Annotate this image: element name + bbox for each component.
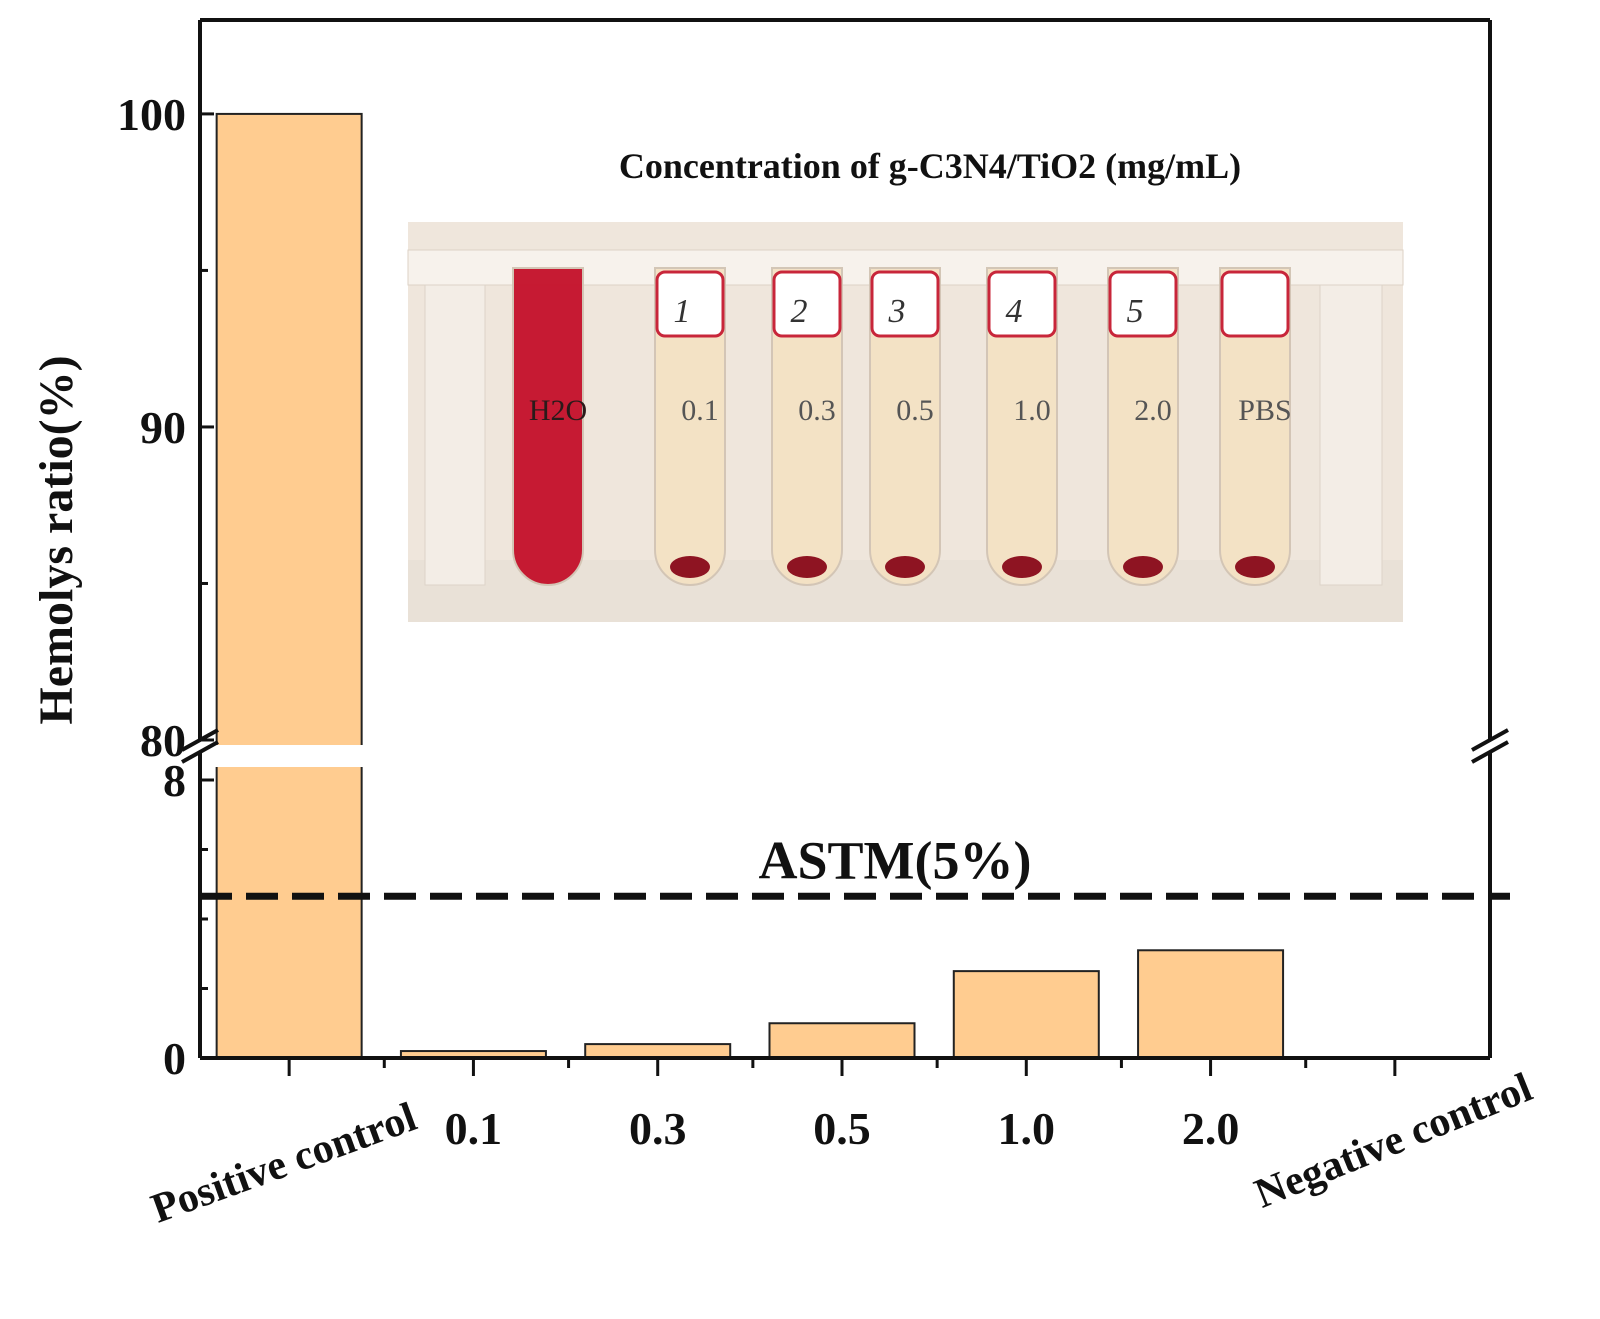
bar-0-5 bbox=[768, 1022, 916, 1059]
x-tick-label-0-1: 0.1 bbox=[445, 1103, 503, 1154]
test-tube: 52.0 bbox=[1107, 267, 1179, 586]
tube-number-tag bbox=[870, 270, 940, 338]
test-tube: 20.3 bbox=[771, 267, 843, 586]
tube-number-tag bbox=[772, 270, 842, 338]
tube-number: 3 bbox=[888, 293, 906, 330]
tube-fluid bbox=[986, 267, 1058, 586]
tube-number-tag bbox=[1220, 270, 1290, 338]
rbc-pellet bbox=[1123, 556, 1163, 578]
test-tube: 10.1 bbox=[654, 267, 726, 586]
tube-number: 1 bbox=[674, 293, 691, 330]
rbc-pellet bbox=[1235, 556, 1275, 578]
tube-label: 1.0 bbox=[1013, 394, 1051, 427]
tube-fluid bbox=[1107, 267, 1179, 586]
x-tick-label-1-0: 1.0 bbox=[998, 1103, 1056, 1154]
axis-break-mark-right bbox=[1471, 728, 1509, 752]
tube-number: 2 bbox=[791, 293, 808, 330]
y-tick-label: 0 bbox=[163, 1033, 186, 1084]
test-tube: 41.0 bbox=[986, 267, 1058, 586]
tube-label: 0.1 bbox=[681, 394, 719, 427]
axis-break-mark-right bbox=[1471, 740, 1509, 764]
tube-number: 4 bbox=[1006, 293, 1023, 330]
tube-label: 0.3 bbox=[798, 394, 836, 427]
astm-reference-label: ASTM(5%) bbox=[759, 830, 1032, 890]
y-tick-label: 8 bbox=[163, 755, 186, 806]
y-tick-label: 90 bbox=[140, 402, 186, 453]
tube-number-tag bbox=[1108, 270, 1178, 338]
y-tick-label: 100 bbox=[117, 89, 186, 140]
reference-line-layer: ASTM(5%) bbox=[200, 830, 1510, 900]
axis-break-mark-left bbox=[181, 740, 219, 764]
tube-number-tag bbox=[655, 270, 725, 338]
bar-2-0 bbox=[1137, 949, 1285, 1060]
y-axis-label: Hemolys ratio(%) bbox=[30, 355, 83, 724]
bar-0-3 bbox=[584, 1043, 732, 1059]
tube-fluid bbox=[1219, 267, 1291, 586]
tube-rack-post-right bbox=[1319, 284, 1383, 586]
plot-frame bbox=[181, 18, 1509, 1060]
tube-number-tag bbox=[987, 270, 1057, 338]
tube-label: H2O bbox=[529, 394, 587, 427]
tube-label: 2.0 bbox=[1134, 394, 1172, 427]
x-tick-label-2-0: 2.0 bbox=[1182, 1103, 1240, 1154]
test-tube: 30.5 bbox=[869, 267, 941, 586]
tube-label: 0.5 bbox=[896, 394, 934, 427]
tube-number: 5 bbox=[1127, 293, 1144, 330]
tube-fluid bbox=[869, 267, 941, 586]
bar-1-0 bbox=[952, 970, 1100, 1059]
inset-title: Concentration of g-C3N4/TiO2 (mg/mL) bbox=[619, 146, 1241, 186]
bars-layer bbox=[214, 112, 1285, 1060]
tube-label: PBS bbox=[1238, 394, 1291, 427]
x-tick-label-0-3: 0.3 bbox=[629, 1103, 687, 1154]
tube-fluid bbox=[771, 267, 843, 586]
x-tick-label-0-5: 0.5 bbox=[813, 1103, 871, 1154]
rbc-pellet bbox=[885, 556, 925, 578]
rbc-pellet bbox=[1002, 556, 1042, 578]
y-tick-label: 80 bbox=[140, 715, 186, 766]
rbc-pellet bbox=[670, 556, 710, 578]
test-tube: H2O bbox=[512, 267, 587, 586]
test-tube: PBS bbox=[1219, 267, 1292, 586]
bar-break-gap bbox=[214, 745, 364, 767]
bar-positive-control bbox=[215, 112, 363, 1060]
tube-photo-inset: Concentration of g-C3N4/TiO2 (mg/mL) H2O… bbox=[407, 146, 1404, 622]
tube-rack-post-left bbox=[424, 284, 486, 586]
rbc-pellet bbox=[787, 556, 827, 578]
tube-fluid bbox=[512, 267, 584, 586]
tube-fluid bbox=[654, 267, 726, 586]
